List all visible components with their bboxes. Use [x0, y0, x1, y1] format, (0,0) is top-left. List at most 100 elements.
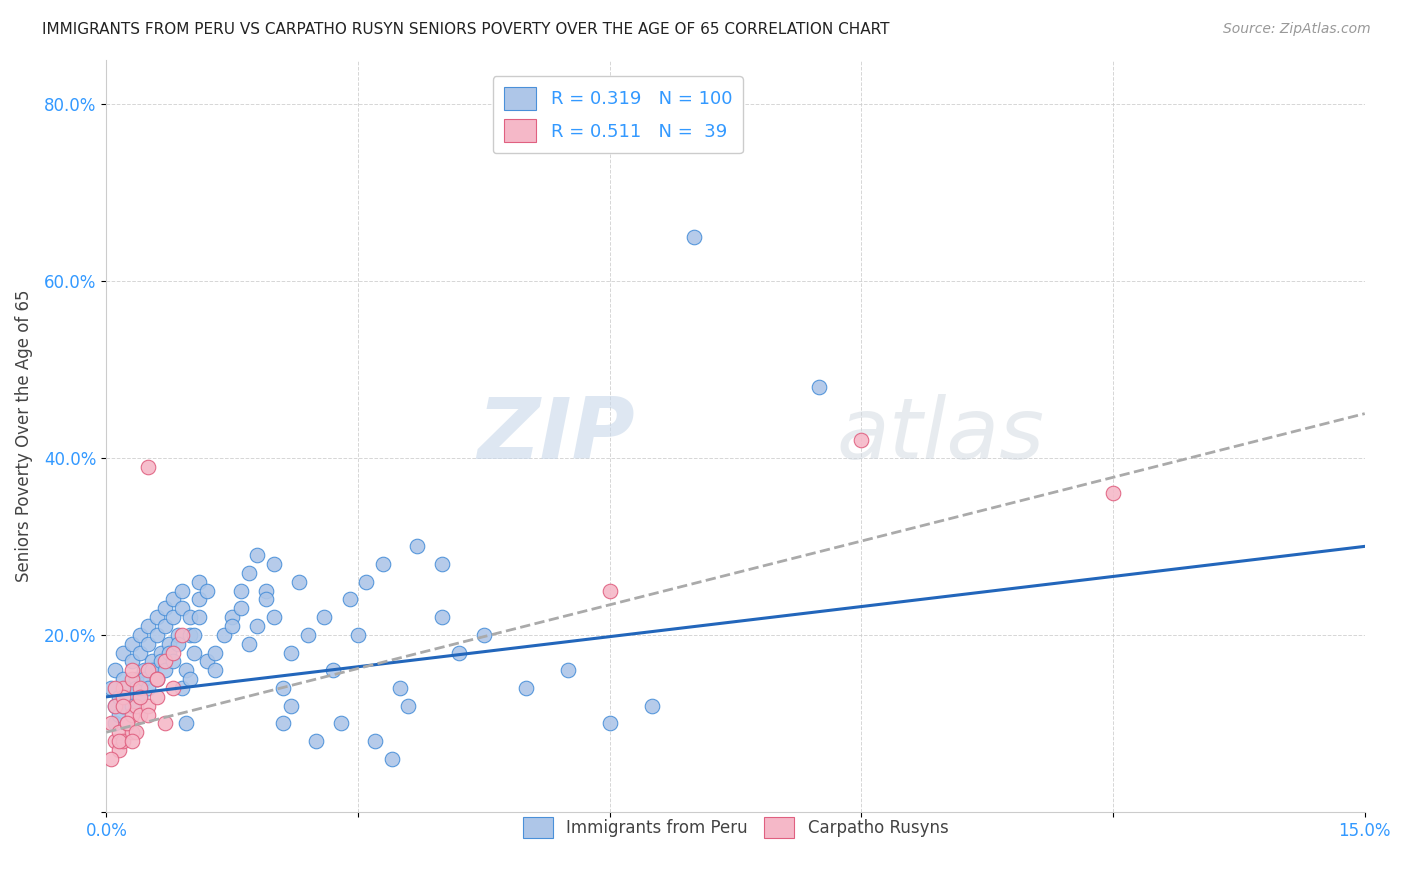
Legend: Immigrants from Peru, Carpatho Rusyns: Immigrants from Peru, Carpatho Rusyns	[516, 810, 955, 845]
Point	[280, 698, 302, 713]
Point	[347, 628, 370, 642]
Point	[280, 646, 302, 660]
Point	[153, 663, 176, 677]
Point	[125, 698, 148, 713]
Point	[121, 725, 143, 739]
Point	[364, 734, 387, 748]
Point	[145, 628, 167, 642]
Text: Source: ZipAtlas.com: Source: ZipAtlas.com	[1223, 22, 1371, 37]
Text: IMMIGRANTS FROM PERU VS CARPATHO RUSYN SENIORS POVERTY OVER THE AGE OF 65 CORREL: IMMIGRANTS FROM PERU VS CARPATHO RUSYN S…	[42, 22, 890, 37]
Point	[599, 583, 621, 598]
Point	[179, 628, 201, 642]
Point	[153, 655, 176, 669]
Point	[121, 655, 143, 669]
Point	[170, 681, 193, 695]
Point	[212, 628, 235, 642]
Text: ZIP: ZIP	[477, 394, 636, 477]
Point	[108, 707, 131, 722]
Point	[808, 380, 831, 394]
Point	[121, 637, 143, 651]
Point	[141, 663, 163, 677]
Point	[246, 619, 269, 633]
Point	[396, 698, 419, 713]
Point	[136, 637, 159, 651]
Point	[128, 690, 150, 704]
Point	[100, 716, 122, 731]
Point	[121, 698, 143, 713]
Point	[373, 557, 395, 571]
Text: atlas: atlas	[837, 394, 1045, 477]
Point	[104, 663, 127, 677]
Point	[381, 752, 404, 766]
Point	[121, 663, 143, 677]
Point	[174, 716, 197, 731]
Point	[183, 628, 205, 642]
Point	[145, 610, 167, 624]
Point	[117, 690, 139, 704]
Point	[187, 592, 209, 607]
Point	[271, 681, 294, 695]
Point	[851, 433, 873, 447]
Point	[125, 681, 148, 695]
Point	[221, 610, 243, 624]
Point	[183, 646, 205, 660]
Point	[187, 610, 209, 624]
Point	[682, 229, 704, 244]
Point	[104, 734, 127, 748]
Point	[136, 698, 159, 713]
Point	[263, 557, 285, 571]
Point	[108, 725, 131, 739]
Point	[112, 698, 135, 713]
Point	[117, 716, 139, 731]
Point	[132, 663, 155, 677]
Point	[128, 707, 150, 722]
Point	[145, 672, 167, 686]
Point	[238, 566, 260, 580]
Point	[271, 716, 294, 731]
Point	[430, 610, 453, 624]
Point	[599, 716, 621, 731]
Point	[136, 681, 159, 695]
Point	[221, 619, 243, 633]
Point	[112, 698, 135, 713]
Point	[153, 619, 176, 633]
Point	[297, 628, 319, 642]
Point	[121, 672, 143, 686]
Point	[112, 672, 135, 686]
Point	[128, 628, 150, 642]
Point	[246, 548, 269, 562]
Point	[162, 681, 184, 695]
Point	[108, 734, 131, 748]
Point	[112, 646, 135, 660]
Point	[170, 601, 193, 615]
Point	[125, 672, 148, 686]
Point	[314, 610, 336, 624]
Point	[112, 681, 135, 695]
Point	[145, 690, 167, 704]
Point	[557, 663, 579, 677]
Point	[162, 646, 184, 660]
Point	[153, 601, 176, 615]
Point	[229, 601, 252, 615]
Point	[1102, 486, 1125, 500]
Point	[153, 716, 176, 731]
Point	[145, 672, 167, 686]
Point	[174, 663, 197, 677]
Point	[108, 690, 131, 704]
Point	[447, 646, 470, 660]
Point	[263, 610, 285, 624]
Point	[238, 637, 260, 651]
Point	[170, 583, 193, 598]
Point	[195, 655, 218, 669]
Point	[112, 734, 135, 748]
Point	[162, 655, 184, 669]
Point	[187, 574, 209, 589]
Point	[356, 574, 378, 589]
Point	[166, 628, 188, 642]
Point	[229, 583, 252, 598]
Point	[204, 646, 226, 660]
Point	[104, 716, 127, 731]
Point	[162, 610, 184, 624]
Point	[472, 628, 495, 642]
Point	[179, 610, 201, 624]
